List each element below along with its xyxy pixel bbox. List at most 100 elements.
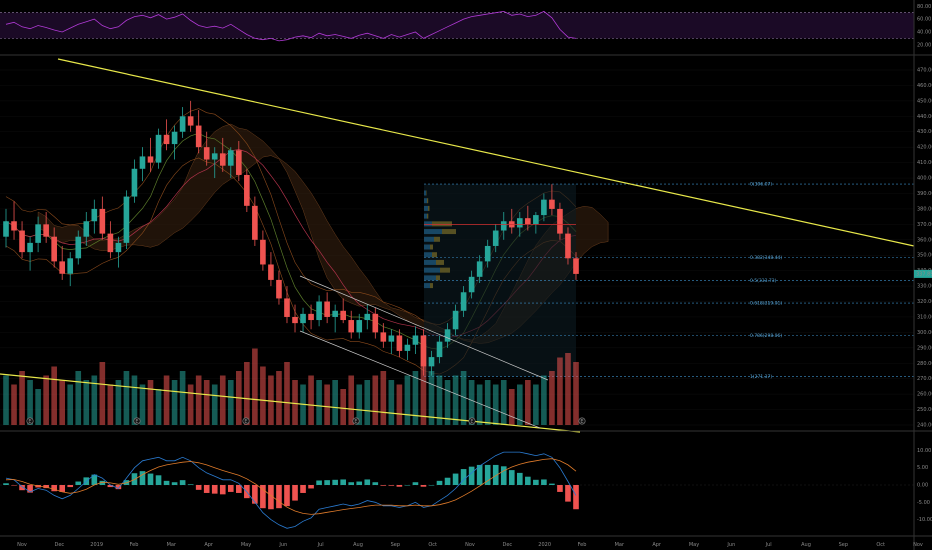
price-tick-label: 360.00 [917, 237, 932, 243]
macd-histogram-bar [236, 485, 242, 493]
price-tick-label: 310.00 [917, 314, 932, 320]
volume-bar [412, 371, 419, 425]
macd-histogram-bar [276, 485, 282, 509]
volume-bar [147, 380, 154, 425]
time-tick-label: Dec [502, 542, 512, 548]
time-tick-label: Feb [578, 542, 587, 548]
candle-body [195, 125, 202, 148]
time-tick-label: May [689, 542, 699, 548]
macd-histogram-bar [404, 485, 411, 486]
macd-histogram-bar [508, 470, 515, 485]
trendlines [0, 58, 915, 433]
volume-bar [460, 371, 467, 425]
fib-level-label: 0.786(298.06) [750, 333, 782, 339]
lower-trendline [0, 373, 581, 433]
macd-histogram-bar [308, 485, 314, 489]
volume-bar [372, 375, 379, 425]
macd-histogram-bar [452, 473, 459, 485]
rsi-panel [0, 10, 932, 56]
channel-lower-line [299, 330, 541, 429]
price-tick-label: 450.00 [917, 98, 932, 104]
candle-body [91, 208, 98, 222]
volume-bar [51, 366, 57, 425]
volume-bar [436, 375, 443, 425]
volume-bar [123, 371, 130, 425]
price-tick-label: 270.00 [917, 376, 932, 382]
upper-trendline [57, 58, 915, 247]
volume-bar [292, 380, 298, 425]
candle-body [484, 245, 491, 262]
time-tick-label: Dec [54, 542, 64, 548]
volume-bar [163, 375, 170, 425]
price-tick-label: 400.00 [917, 176, 932, 182]
volume-bar [3, 375, 9, 425]
candle-body [99, 208, 106, 234]
macd-histogram-bar [171, 482, 178, 485]
candle-body [412, 335, 419, 345]
time-tick-label: May [241, 542, 251, 548]
axes: 470.00 460.00 450.00 440.00 430.00 420.00 410.… [17, 0, 932, 550]
volume-bar [83, 380, 90, 425]
volume-bar [452, 375, 459, 425]
time-tick-label: Jul [765, 542, 772, 548]
macd-histogram-bar [107, 485, 114, 488]
fib-level-label: 0.5(333.73) [750, 278, 777, 284]
event-marker [468, 417, 476, 425]
time-tick-label: Apr [652, 542, 662, 548]
candle-body [107, 233, 114, 253]
macd-histogram-bar [11, 485, 17, 486]
macd-histogram-bar [541, 479, 547, 485]
event-marker-label: E [135, 419, 138, 425]
volume-bar [244, 362, 250, 425]
volume-bar [508, 389, 515, 425]
volume-bar [91, 375, 98, 425]
candle-body [332, 310, 338, 317]
volume-bar [27, 380, 33, 425]
candle-body [549, 199, 555, 209]
candle-body [364, 313, 371, 321]
event-marker [26, 417, 34, 425]
time-tick-label: 2020 [538, 542, 551, 548]
candle-body [516, 218, 523, 228]
volume-bar [549, 371, 555, 425]
macd-histogram-bar [340, 479, 346, 485]
volume-bar [324, 384, 330, 425]
candle-body [452, 310, 459, 330]
volume-bar [284, 362, 290, 425]
fib-level-label: 0(396.07) [750, 182, 772, 188]
candle-body [541, 199, 547, 216]
volume-bar [139, 384, 146, 425]
price-tick-label: 370.00 [917, 222, 932, 228]
candle-body [75, 236, 82, 259]
macd-histogram-bar [268, 485, 274, 510]
time-tick-label: Oct [876, 542, 885, 548]
macd-tick-label: 10.00 [917, 448, 931, 454]
price-tick-label: 460.00 [917, 83, 932, 89]
current-price-tag [914, 269, 932, 278]
macd-histogram-bar [43, 485, 49, 489]
macd-histogram-bar [484, 464, 491, 485]
macd-histogram-bar [51, 485, 57, 492]
macd-histogram-bar [492, 464, 499, 485]
event-marker [242, 417, 250, 425]
price-tick-label: 390.00 [917, 191, 932, 197]
macd-histogram-bar [179, 480, 186, 485]
macd-histogram-bar [388, 485, 395, 486]
event-marker-label: E [354, 419, 357, 425]
candle-body [356, 320, 363, 333]
volume-bars [3, 344, 579, 425]
time-tick-label: Nov [17, 542, 27, 548]
price-tick-label: 350.00 [917, 253, 932, 259]
candle-body [51, 236, 57, 262]
candle-body [236, 150, 242, 175]
macd-histogram-bar [203, 485, 210, 493]
price-tick-label: 470.00 [917, 68, 932, 74]
candle-body [43, 224, 49, 237]
candle-body [11, 221, 17, 231]
volume-bar [484, 380, 491, 425]
price-tick-label: 420.00 [917, 145, 932, 151]
candle-body [276, 279, 282, 299]
price-tick-label: 240.00 [917, 423, 932, 429]
fib-retracement: 0(396.07) 0.382(348.44) 0.5(333.73) 0.618(3… [424, 182, 914, 380]
volume-bar [276, 371, 282, 425]
